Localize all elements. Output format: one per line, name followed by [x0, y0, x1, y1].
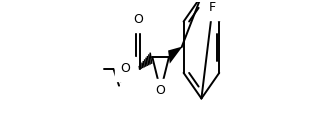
Text: O: O	[120, 62, 130, 75]
Polygon shape	[168, 47, 182, 64]
Text: O: O	[156, 84, 166, 97]
Text: O: O	[133, 13, 143, 26]
Text: F: F	[209, 1, 216, 14]
